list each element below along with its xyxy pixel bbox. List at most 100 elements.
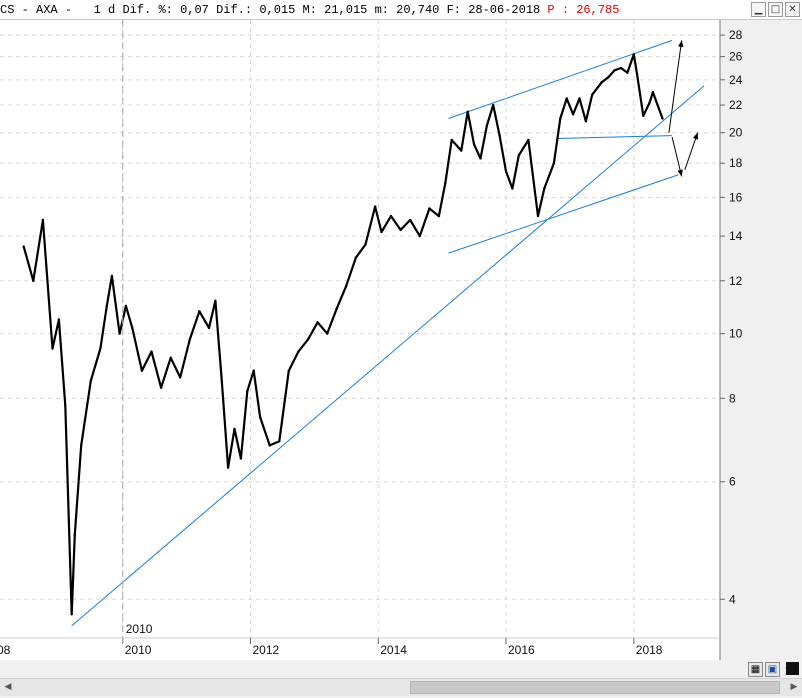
price-point bbox=[124, 304, 128, 308]
max-value: 21,015 bbox=[324, 3, 368, 17]
x-tick-label: 2014 bbox=[380, 643, 407, 657]
trendline bbox=[448, 174, 679, 254]
price-point bbox=[354, 256, 358, 259]
price-value: 26,785 bbox=[576, 3, 620, 17]
price-point bbox=[578, 97, 581, 100]
price-point bbox=[207, 326, 211, 330]
price-point bbox=[41, 218, 45, 222]
price-point bbox=[252, 369, 255, 372]
price-point bbox=[418, 234, 421, 238]
scroll-thumb[interactable] bbox=[410, 681, 780, 694]
price-point bbox=[444, 182, 447, 185]
price-point bbox=[437, 214, 441, 218]
price-point bbox=[571, 113, 575, 116]
price-point bbox=[22, 245, 25, 248]
price-chart[interactable]: 4 6 8 10 12 14 16 18 20 22 24 26 28 08 2010 2012 2014 20… bbox=[0, 20, 802, 660]
trendlines-layer bbox=[71, 39, 705, 627]
period-label: 1 d bbox=[93, 3, 116, 17]
price-point bbox=[239, 457, 243, 460]
y-tick-label: 4 bbox=[729, 592, 736, 606]
scroll-left-icon[interactable]: ◀ bbox=[4, 682, 12, 692]
price-point bbox=[517, 154, 520, 157]
price-point bbox=[306, 338, 310, 341]
y-tick-label: 12 bbox=[729, 274, 743, 288]
arrow-line bbox=[671, 136, 683, 177]
price-point bbox=[169, 356, 172, 359]
price-point bbox=[89, 379, 93, 382]
year-marker: 2010 bbox=[122, 20, 153, 645]
price-point bbox=[584, 120, 588, 123]
date-value: 28-06-2018 bbox=[468, 3, 541, 17]
arrow-head bbox=[678, 40, 684, 48]
image-icon[interactable]: ▦ bbox=[748, 662, 763, 677]
price-point bbox=[233, 427, 236, 431]
minimize-icon[interactable]: ▁ bbox=[751, 2, 766, 17]
price-point bbox=[316, 321, 319, 324]
price-point bbox=[32, 279, 35, 282]
price-point bbox=[409, 218, 412, 222]
price-point bbox=[198, 310, 201, 313]
price-series-line bbox=[22, 53, 664, 616]
dif-label: Dif.: bbox=[216, 3, 253, 17]
x-tick-labels: 08 2010 2012 2014 2016 2018 bbox=[0, 638, 663, 657]
price-point bbox=[214, 299, 217, 302]
price-point bbox=[651, 91, 655, 94]
price-point bbox=[492, 103, 495, 107]
price-point bbox=[389, 214, 393, 218]
price-point bbox=[399, 228, 402, 232]
price-point bbox=[105, 304, 109, 308]
min-label: m: bbox=[374, 3, 389, 17]
price-point bbox=[479, 157, 482, 160]
price-point bbox=[600, 81, 603, 84]
horizontal-scrollbar[interactable]: ◀ ▶ bbox=[0, 678, 802, 696]
price-point bbox=[70, 613, 73, 616]
price-point bbox=[99, 347, 102, 350]
price-label: P : bbox=[547, 3, 570, 17]
arrow-head bbox=[692, 132, 699, 140]
price-point bbox=[543, 187, 546, 190]
y-tick-label: 20 bbox=[729, 126, 743, 140]
max-label: M: bbox=[302, 3, 317, 17]
series-layer bbox=[22, 53, 664, 616]
price-point bbox=[179, 376, 182, 379]
window-controls: ▁ □ ✕ bbox=[751, 2, 800, 17]
price-point bbox=[64, 404, 67, 407]
maximize-icon[interactable]: □ bbox=[768, 2, 783, 17]
price-point bbox=[635, 72, 639, 75]
price-point bbox=[297, 350, 300, 353]
scroll-right-icon[interactable]: ▶ bbox=[790, 682, 798, 692]
price-point bbox=[504, 170, 508, 173]
price-point bbox=[632, 53, 635, 56]
price-point bbox=[619, 66, 623, 70]
dif-pct-value: 0,07 bbox=[180, 3, 209, 17]
ticker-label: AXA bbox=[36, 3, 58, 17]
price-point bbox=[326, 332, 329, 335]
plot-background bbox=[0, 20, 720, 660]
price-point bbox=[485, 124, 489, 127]
chart-area[interactable]: 4 6 8 10 12 14 16 18 20 22 24 26 28 08 2010 2012 2014 20… bbox=[0, 20, 802, 660]
y-tick-label: 24 bbox=[729, 73, 743, 87]
dif-value: 0,015 bbox=[259, 3, 296, 17]
price-point bbox=[57, 318, 61, 321]
y-tick-label: 18 bbox=[729, 156, 743, 170]
price-point bbox=[150, 350, 153, 353]
chart-header: CS - AXA - 1 d Dif. %: 0,07 Dif.: 0,015 … bbox=[0, 0, 802, 20]
x-tick-label: 2012 bbox=[253, 643, 280, 657]
close-icon[interactable]: ✕ bbox=[785, 2, 800, 17]
price-point bbox=[335, 307, 338, 310]
trendline bbox=[557, 135, 673, 140]
y-tick-label: 6 bbox=[729, 475, 736, 489]
y-tick-labels: 4 6 8 10 12 14 16 18 20 22 24 26 28 bbox=[720, 28, 743, 606]
price-point bbox=[450, 138, 453, 142]
price-point bbox=[278, 440, 281, 443]
price-point bbox=[118, 332, 121, 335]
price-point bbox=[110, 274, 114, 278]
price-point bbox=[287, 369, 290, 372]
price-point bbox=[246, 390, 249, 393]
save-icon[interactable]: ▣ bbox=[765, 662, 780, 677]
color-swatch-icon[interactable] bbox=[786, 662, 799, 675]
price-point bbox=[51, 347, 54, 350]
price-point bbox=[373, 205, 377, 208]
x-tick-label: 2016 bbox=[508, 643, 535, 657]
price-point bbox=[159, 386, 163, 389]
